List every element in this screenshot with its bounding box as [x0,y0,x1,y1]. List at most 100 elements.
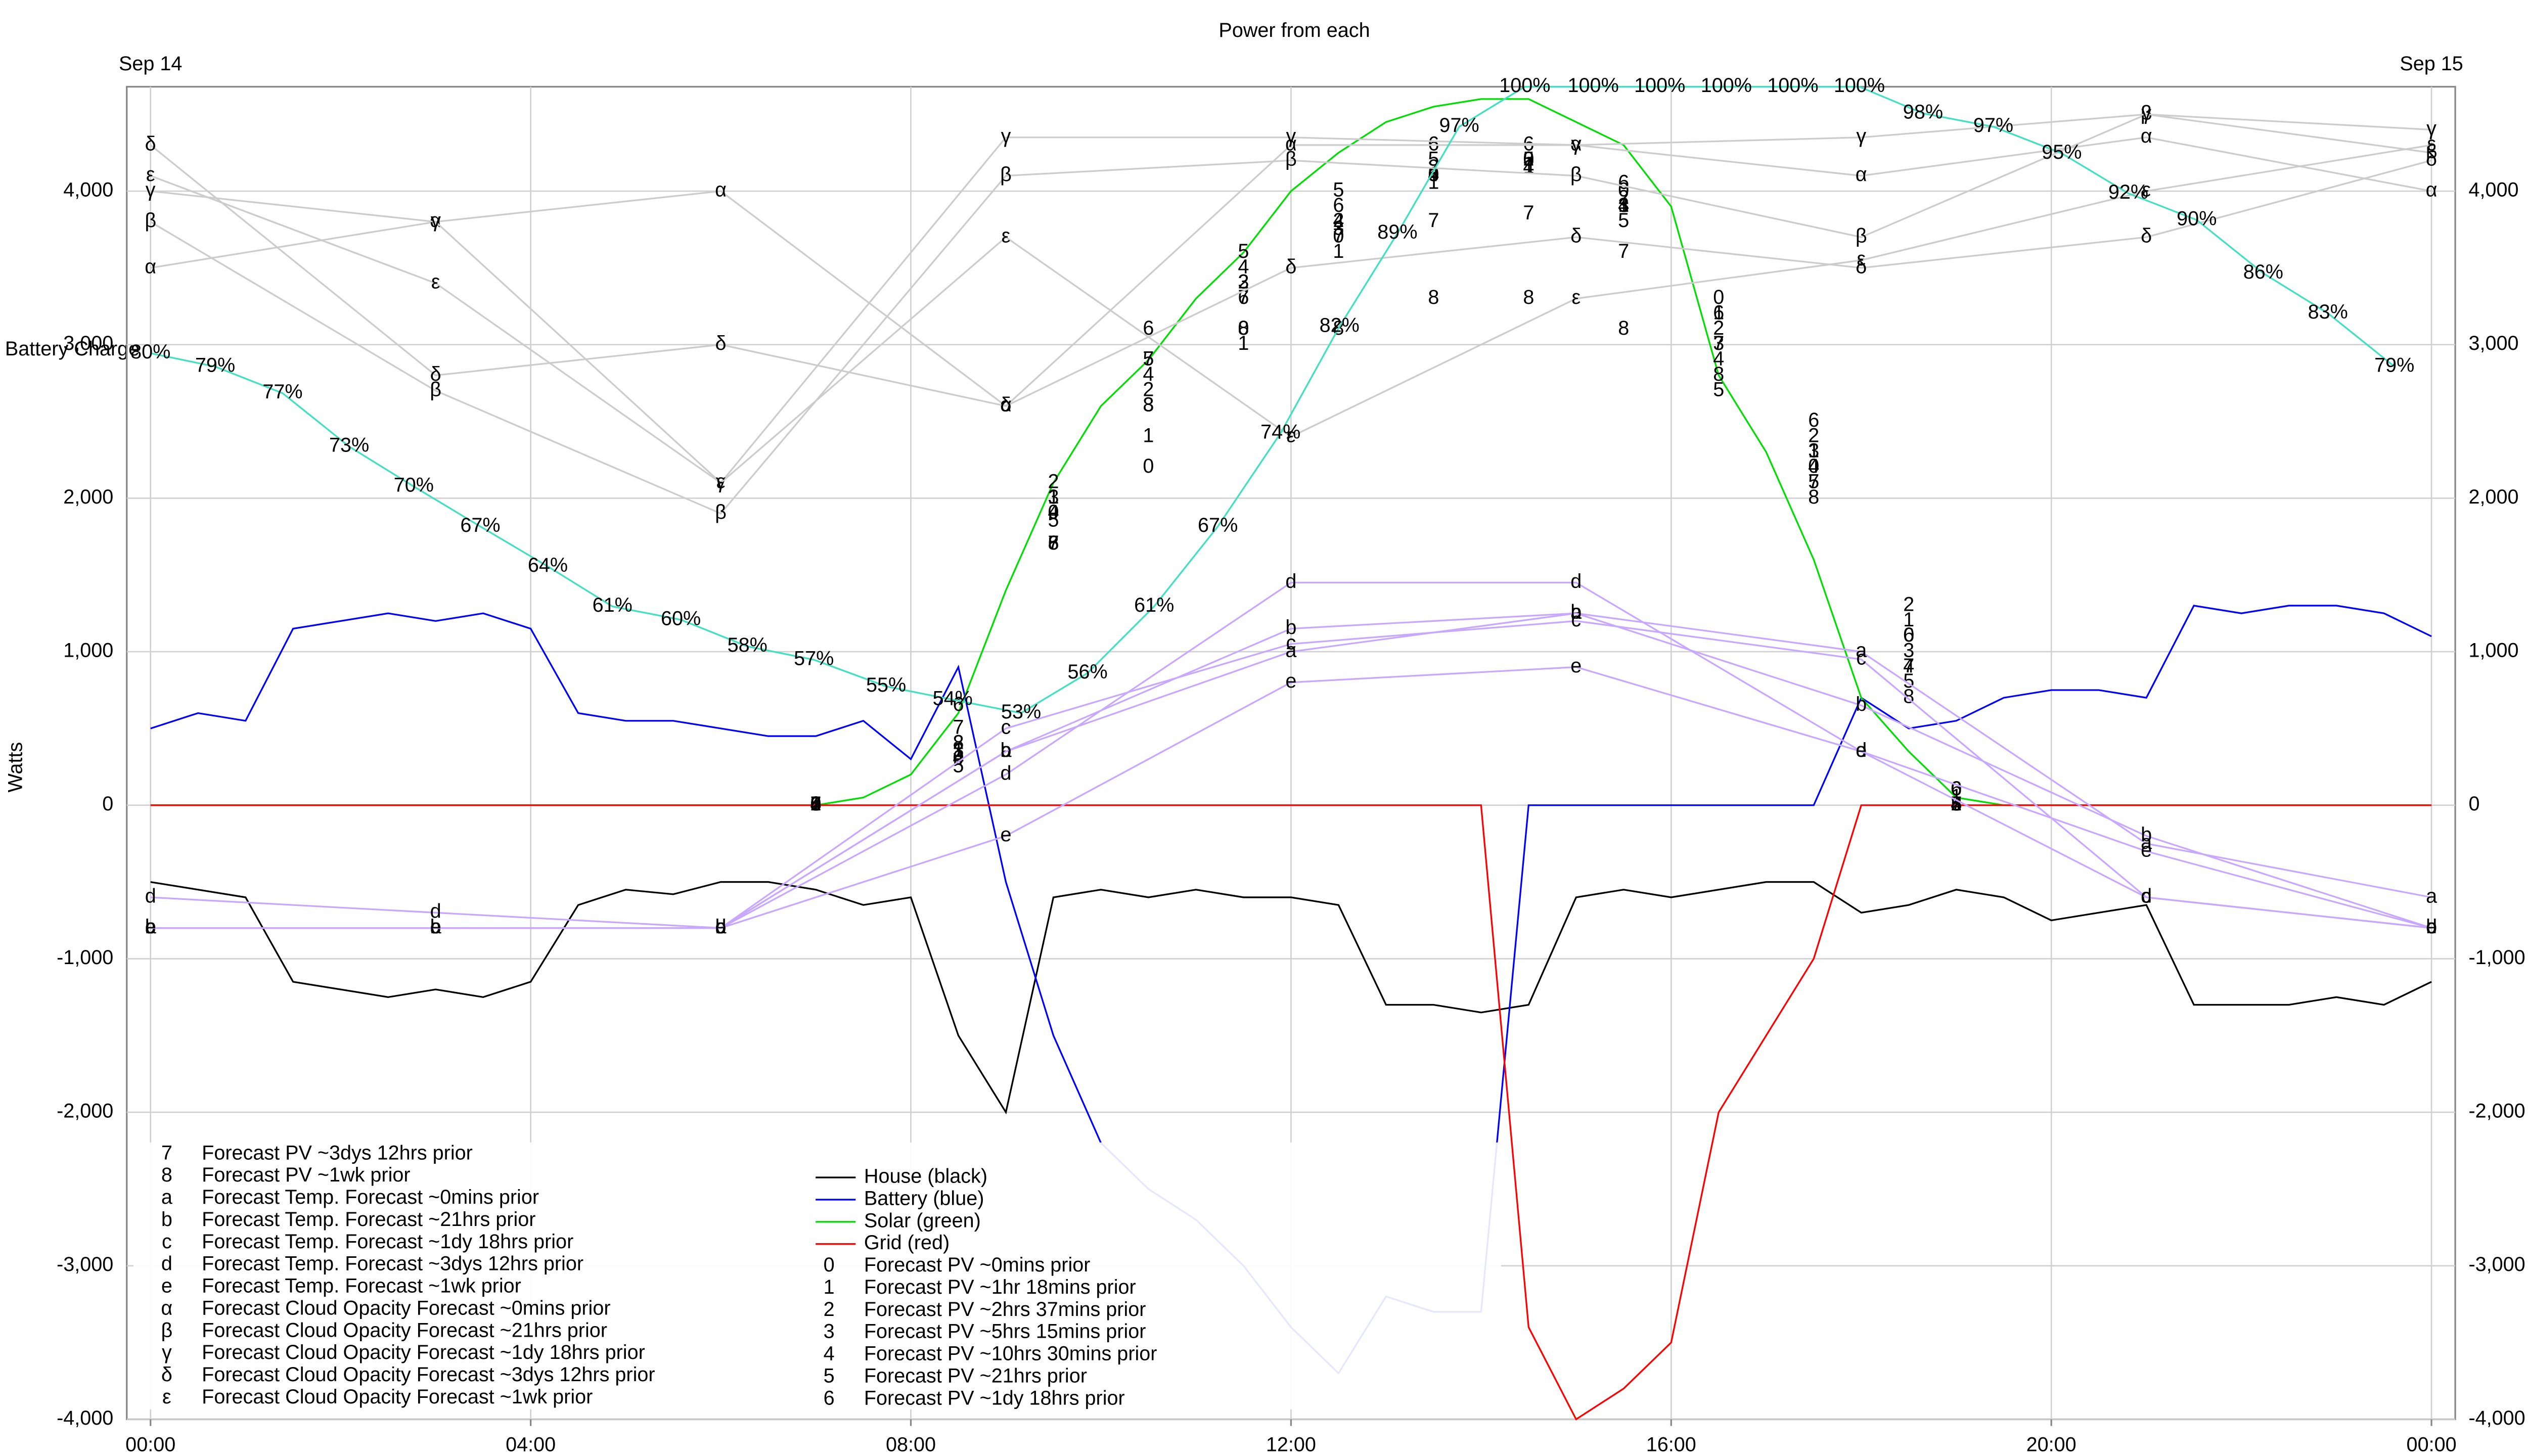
forecast-marker: 8 [810,793,822,815]
legend-label: Forecast Cloud Opacity Forecast ~3dys 12… [202,1363,655,1386]
forecast-marker: δ [2141,225,2152,247]
forecast-marker: b [2141,824,2152,846]
forecast-marker: d [1285,570,1296,593]
forecast-marker: α [2426,178,2437,201]
forecast-marker: 3 [810,793,822,815]
legend-label: Forecast Temp. Forecast ~3dys 12hrs prio… [202,1253,583,1275]
forecast-marker: 1 [810,793,822,815]
forecast-marker: d [1856,739,1867,761]
forecast-marker: 0 [1333,225,1344,247]
forecast-marker: b [430,916,441,938]
legend-label: Forecast Temp. Forecast ~0mins prior [202,1186,539,1208]
legend-label: Forecast Cloud Opacity Forecast ~1wk pri… [202,1386,593,1408]
forecast-marker: e [1285,670,1296,692]
forecast-marker: 2 [810,793,822,815]
forecast-marker: 5 [810,793,822,815]
x-tick-label: 16:00 [1646,1434,1696,1456]
battery-charge-label: 83% [2308,301,2348,323]
forecast-marker: c [1856,647,1866,669]
forecast-marker: 4 [1713,348,1724,370]
battery-charge-label: 97% [1439,114,1479,136]
x-tick-label: 08:00 [886,1434,936,1456]
forecast-marker: 7 [953,716,964,738]
battery-charge-label: 61% [593,594,633,616]
legend-symbol: ε [162,1386,171,1408]
forecast-marker: 1 [1143,424,1154,446]
forecast-marker: ε [431,271,440,293]
forecast-marker: α [430,209,441,232]
forecast-marker: 0 [810,793,822,815]
legend-label: Forecast PV ~1hr 18mins prior [864,1276,1136,1298]
forecast-marker: b [715,916,727,938]
forecast-marker: c [146,916,156,938]
forecast-marker: 3 [1143,394,1154,416]
forecast-marker: d [430,900,441,923]
y-tick-label: -1,000 [57,946,113,969]
legend-symbol: β [161,1319,173,1341]
forecast-marker: γ [1856,125,1866,147]
battery-charge-label: 97% [1973,114,2013,136]
forecast-marker: 1 [1808,440,1819,462]
forecast-marker: γ [2426,117,2436,140]
forecast-marker: 2 [1333,209,1344,232]
forecast-line [150,144,2432,407]
forecast-marker: e [1000,824,1011,846]
legend-symbol: e [161,1275,172,1297]
y-tick-label: 2,000 [63,486,113,508]
forecast-marker: d [2426,916,2437,938]
legend-symbol: 7 [161,1142,172,1164]
forecast-marker: e [1856,739,1867,761]
battery-charge-label: 100% [1834,74,1885,97]
x-tick-label: 00:00 [125,1434,175,1456]
legend-symbol: 1 [824,1276,835,1298]
battery-charge-label: 100% [1634,74,1685,97]
battery-charge-label: 54% [933,688,973,710]
forecast-marker: 7 [1333,225,1344,247]
y-tick-label-right: -3,000 [2468,1253,2525,1276]
forecast-marker: a [2426,885,2437,907]
forecast-marker: c [1571,609,1581,631]
legend-symbol: 8 [161,1164,172,1186]
date-annotation: Sep 14 [119,53,182,75]
y-tick-label-right: 3,000 [2468,332,2518,354]
battery-charge-label: 73% [329,434,369,457]
forecast-marker: γ [146,178,156,201]
forecast-marker: α [1856,163,1867,186]
forecast-marker: 5 [1808,470,1819,492]
forecast-marker: 2 [1618,187,1629,209]
forecast-marker: β [1000,163,1012,186]
legend-background [133,1142,1502,1409]
forecast-marker: 3 [1618,194,1629,216]
date-annotation: Sep 15 [2400,53,2463,75]
forecast-marker: d [1000,762,1011,784]
legend-symbol: c [162,1231,172,1253]
forecast-marker: 6 [1428,132,1439,155]
legend-label: Forecast PV ~10hrs 30mins prior [864,1343,1157,1365]
forecast-marker: 4 [1903,655,1914,677]
legend-label: Solar (green) [864,1209,981,1232]
forecast-marker: 8 [1713,363,1724,385]
forecast-marker: 5 [1618,209,1629,232]
forecast-marker: 3 [953,739,964,761]
forecast-marker: 2 [953,732,964,754]
forecast-marker: δ [2426,148,2437,170]
forecast-marker: b [1570,601,1582,623]
series-line [150,804,2432,1421]
battery-charge-label: 82% [1320,314,1360,336]
forecast-marker: ε [2427,132,2436,155]
y-tick-label-right: 1,000 [2468,640,2518,662]
forecast-marker: 7 [1808,470,1819,492]
battery-charge-label: 61% [1134,594,1174,616]
forecast-marker: 8 [1618,317,1629,339]
legend-symbol: 3 [824,1321,835,1343]
forecast-marker: 2 [1713,317,1724,339]
forecast-marker: 4 [1238,255,1249,278]
forecast-marker: a [1856,640,1867,662]
legend-label: Battery (blue) [864,1187,984,1209]
chart-title: Power from each [1218,19,1370,41]
forecast-marker: c [2141,885,2151,907]
forecast-marker: δ [1570,225,1582,247]
y-tick-label: -3,000 [57,1253,113,1276]
forecast-marker: 1 [1048,486,1059,508]
